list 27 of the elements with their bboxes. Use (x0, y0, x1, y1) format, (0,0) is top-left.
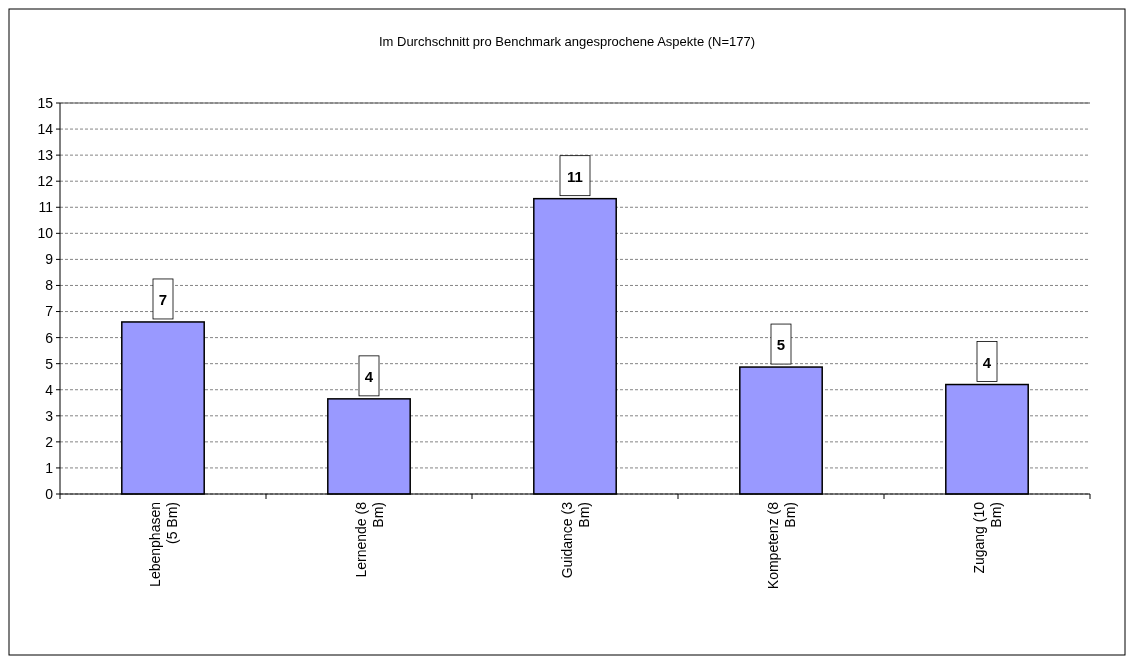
y-tick-label: 9 (45, 251, 54, 268)
y-tick-label: 15 (37, 94, 54, 111)
y-tick-label: 0 (45, 485, 54, 502)
y-tick-label: 13 (37, 147, 54, 164)
data-label: 4 (982, 353, 992, 371)
y-tick-label: 8 (45, 277, 54, 294)
y-tick-label: 2 (45, 433, 54, 450)
data-label: 5 (776, 336, 786, 354)
chart-title: Im Durchschnitt pro Benchmark angesprochene Aspekte (N=177) (378, 34, 756, 49)
y-tick-label: 14 (37, 120, 54, 137)
y-tick-label: 5 (45, 355, 54, 372)
y-tick-label: 3 (45, 407, 54, 424)
y-tick-label: 12 (37, 173, 54, 190)
y-tick-label: 6 (45, 329, 54, 346)
y-tick-label: 7 (45, 303, 54, 320)
x-tick-label: Zugang (10 Bm) (970, 501, 1004, 574)
y-tick-label: 4 (45, 381, 54, 398)
x-tick-label: Lebenphasen (5 Bm) (146, 502, 180, 587)
data-label: 11 (567, 167, 583, 185)
y-tick-label: 10 (37, 225, 54, 242)
y-tick-label: 11 (38, 199, 54, 216)
x-tick-label: Lernende (8 Bm) (352, 501, 386, 578)
x-tick-label: Guidance (3 Bm) (558, 501, 592, 579)
y-tick-label: 1 (45, 459, 54, 476)
data-label: 4 (364, 367, 374, 385)
x-tick-label: Kompetenz (8 Bm) (764, 501, 798, 590)
data-label: 7 (158, 290, 168, 308)
